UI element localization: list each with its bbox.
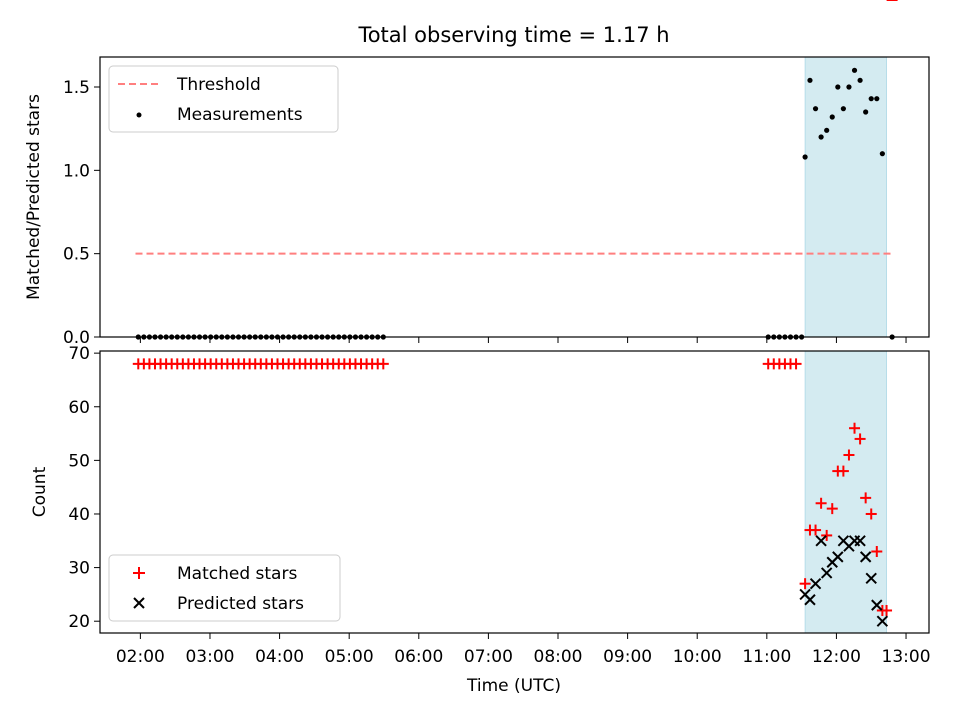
top-panel: 0.0 0.5 1.0 1.5 Matched/Predicted stars Thr… <box>24 56 930 348</box>
measurement-point <box>874 96 880 102</box>
measurement-point <box>824 127 830 133</box>
x-tick-label: 04:00 <box>255 647 304 667</box>
legend-matched-label: Matched stars <box>177 564 297 584</box>
matched-stars-points <box>132 0 898 616</box>
top-legend: Threshold Measurements <box>108 65 339 133</box>
observing-interval-shade-top <box>804 56 887 338</box>
matched-star-point <box>854 433 866 445</box>
measurement-point <box>879 151 885 157</box>
matched-star-point <box>790 358 802 370</box>
measurement-point <box>868 96 874 102</box>
measurement-point <box>802 154 808 160</box>
x-tick-label: 11:00 <box>742 647 791 667</box>
top-plot-frame <box>99 56 930 338</box>
x-tick-label: 03:00 <box>185 647 234 667</box>
chart-title: Total observing time = 1.17 h <box>357 23 669 47</box>
x-tick-label: 06:00 <box>394 647 443 667</box>
top-x-axis-ticks <box>139 337 907 343</box>
x-tick-label: 05:00 <box>325 647 374 667</box>
x-tick-label: 09:00 <box>603 647 652 667</box>
bottom-panel: 20 30 40 50 60 70 02:00 03:00 04:00 05:00 06:00 07… <box>30 0 931 696</box>
observing-interval-shade-bottom <box>804 350 887 634</box>
x-tick-label: 02:00 <box>116 647 165 667</box>
matched-star-point <box>881 604 893 616</box>
x-tick-label: 13:00 <box>882 647 931 667</box>
matched-star-point <box>837 465 849 477</box>
predicted-star-point <box>854 535 866 547</box>
shaded-interval <box>804 350 887 634</box>
legend-predicted-label: Predicted stars <box>177 594 304 614</box>
x-tick-label: 08:00 <box>534 647 583 667</box>
top-legend-box <box>108 65 339 133</box>
top-y-axis-label: Matched/Predicted stars <box>24 94 44 300</box>
matched-star-point <box>865 508 877 520</box>
bottom-plot-frame <box>99 350 930 634</box>
predicted-star-point <box>820 567 833 579</box>
legend-matched-swatch <box>133 567 145 579</box>
measurement-point <box>818 134 824 140</box>
predicted-star-point <box>804 594 816 606</box>
y-tick-label: 70 <box>68 344 90 364</box>
measurement-point <box>863 109 869 115</box>
matched-star-point <box>843 449 855 461</box>
predicted-star-point <box>815 535 827 547</box>
y-tick-label: 1.5 <box>63 78 90 98</box>
measurement-point <box>846 84 852 90</box>
legend-threshold-label: Threshold <box>176 75 261 95</box>
y-tick-label: 40 <box>68 505 90 525</box>
measurement-point <box>851 67 858 73</box>
top-y-axis-ticks: 0.0 0.5 1.0 1.5 <box>63 78 100 348</box>
bottom-y-axis-ticks: 20 30 40 50 60 70 <box>68 344 100 632</box>
bottom-legend-box <box>108 554 341 622</box>
predicted-star-point <box>871 599 883 611</box>
matched-star-point <box>821 529 833 541</box>
y-tick-label: 60 <box>68 398 90 418</box>
measurement-point <box>807 77 813 83</box>
legend-measurements-swatch <box>136 112 142 118</box>
measurement-point <box>840 106 846 112</box>
predicted-star-point <box>876 615 889 627</box>
matched-star-point <box>826 503 838 515</box>
shaded-interval <box>804 56 887 338</box>
matched-star-point <box>377 358 389 370</box>
matched-star-point <box>849 422 861 434</box>
y-tick-label: 50 <box>68 451 90 471</box>
x-tick-label: 07:00 <box>464 647 513 667</box>
legend-predicted-swatch <box>133 597 145 609</box>
predicted-stars-points <box>799 535 889 627</box>
matched-star-point <box>810 524 822 536</box>
y-tick-label: 0.0 <box>63 328 90 348</box>
predicted-star-point <box>832 551 844 563</box>
measurement-point <box>829 114 835 120</box>
matched-star-point <box>860 492 872 504</box>
y-tick-label: 30 <box>68 559 90 579</box>
y-tick-label: 20 <box>68 612 90 632</box>
measurement-point <box>857 77 863 83</box>
legend-measurements-label: Measurements <box>177 105 303 125</box>
y-tick-label: 0.5 <box>63 245 90 265</box>
predicted-star-point <box>865 572 877 585</box>
measurement-point <box>812 106 819 112</box>
x-tick-label: 12:00 <box>812 647 861 667</box>
matched-star-point <box>815 497 827 509</box>
bottom-x-axis-ticks: 02:00 03:00 04:00 05:00 06:00 07:00 08:00 09:00… <box>116 633 931 667</box>
bottom-legend: Matched stars Predicted stars <box>108 554 341 622</box>
matched-star-point <box>871 546 883 558</box>
y-tick-label: 1.0 <box>63 161 90 181</box>
measurement-point <box>835 84 841 90</box>
bottom-y-axis-label: Count <box>30 466 50 517</box>
x-axis-label: Time (UTC) <box>466 676 561 696</box>
matched-star-point <box>799 578 811 590</box>
predicted-star-point <box>809 577 822 590</box>
x-tick-label: 10:00 <box>673 647 722 667</box>
predicted-star-point <box>859 551 872 563</box>
